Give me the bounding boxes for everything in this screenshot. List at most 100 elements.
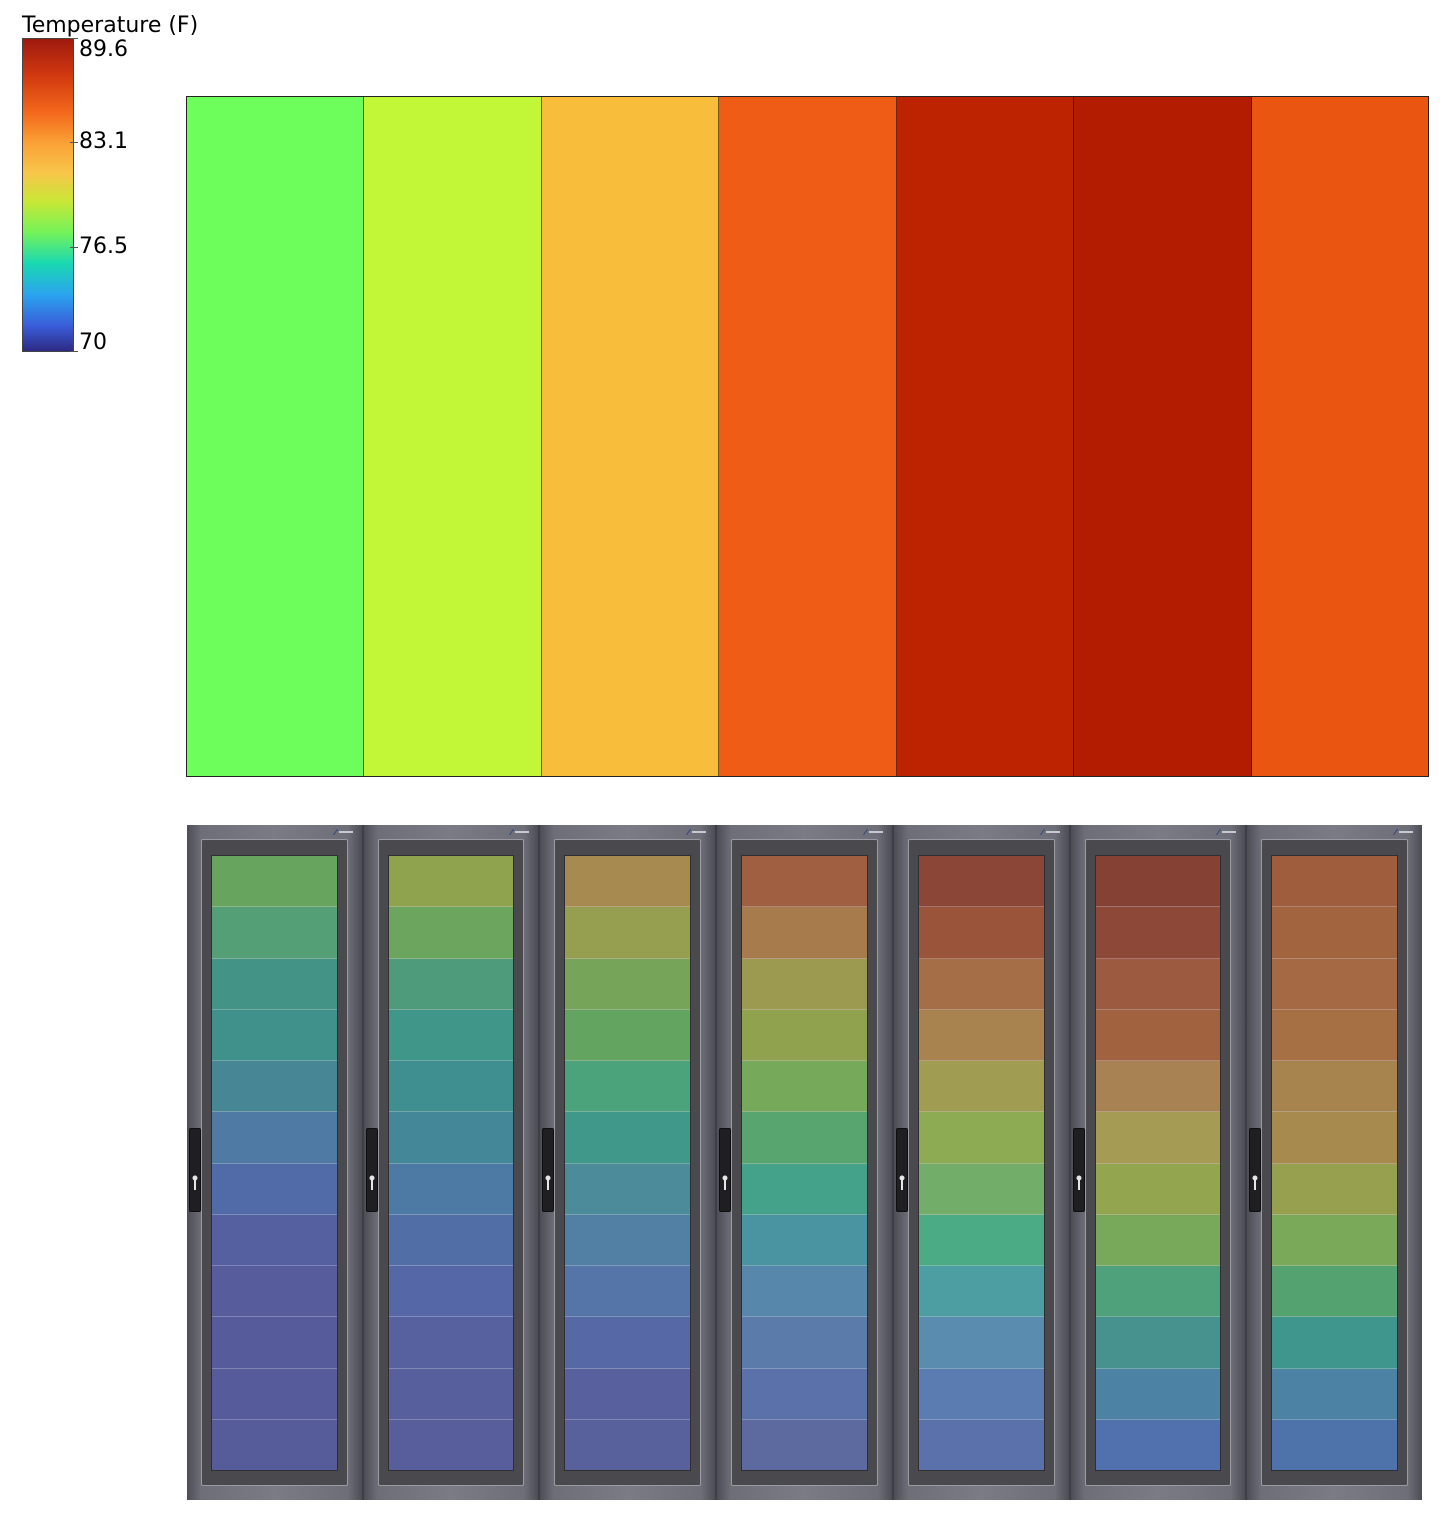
rack-slot — [1095, 1419, 1221, 1470]
keyhole-icon — [722, 1175, 728, 1190]
rack-slot — [742, 1266, 867, 1318]
rack-slot — [918, 1368, 1044, 1420]
rack-slot — [388, 1214, 514, 1266]
rack-door-frame — [731, 839, 878, 1486]
rack-slot — [1095, 1317, 1221, 1369]
rack-slot — [1095, 1368, 1221, 1420]
colorbar-tick-label: 89.6 — [79, 37, 128, 62]
rack-slot — [212, 1009, 337, 1061]
rack-door-frame — [377, 839, 525, 1486]
rack-slot — [1095, 1009, 1221, 1061]
brand-logo-icon — [862, 829, 883, 835]
rack-door-frame — [201, 839, 348, 1486]
rack-slot — [1272, 1214, 1398, 1266]
rack-slot — [212, 907, 337, 959]
door-handle — [1072, 1128, 1085, 1212]
rack-slot — [742, 1368, 867, 1420]
rack-slot — [565, 907, 691, 959]
colorbar-tick-mark — [70, 38, 78, 39]
colorbar-tick-mark — [70, 247, 78, 249]
heatmap-cell — [187, 97, 365, 776]
brand-logo-icon — [509, 829, 530, 835]
door-handle — [189, 1128, 201, 1212]
rack-slot — [212, 856, 337, 908]
colorbar-tick-label: 83.1 — [79, 128, 128, 154]
rack-slot — [212, 1368, 337, 1420]
rack-slot — [212, 1317, 337, 1369]
keyhole-icon — [545, 1175, 551, 1190]
rack-slot — [1272, 1368, 1398, 1420]
rack-slot — [212, 1061, 337, 1113]
rack-slot — [918, 1112, 1044, 1164]
rack-slot — [1272, 1112, 1398, 1164]
heatmap-cell — [719, 97, 897, 776]
keyhole-icon — [899, 1175, 905, 1190]
rack-slot — [565, 1214, 691, 1266]
rack-door-frame — [1261, 839, 1409, 1486]
heatmap-cell — [1251, 97, 1428, 776]
rack-slot — [1272, 1266, 1398, 1318]
rack-slot — [565, 958, 691, 1010]
rack-slot — [388, 1317, 514, 1369]
rack-slot — [565, 1266, 691, 1318]
brand-logo-icon — [1039, 829, 1060, 835]
brand-logo-icon — [1216, 829, 1237, 835]
keyhole-icon — [192, 1175, 198, 1190]
rack-slot — [388, 1009, 514, 1061]
door-handle — [719, 1128, 732, 1212]
colorbar-tick-label: 76.5 — [79, 234, 128, 260]
rack-slot — [565, 856, 691, 908]
colorbar-tick-label: 70 — [79, 330, 107, 355]
rack-slot — [388, 907, 514, 959]
rack-slot — [918, 907, 1044, 959]
rack-slot — [742, 907, 867, 959]
rack-slot — [1272, 1009, 1398, 1061]
rack-slot — [565, 1112, 691, 1164]
rack-slot — [742, 1009, 867, 1061]
rack-slot — [742, 1214, 867, 1266]
rack-slot — [565, 1317, 691, 1369]
rack-door — [564, 855, 692, 1471]
door-handle — [365, 1128, 378, 1212]
colorbar — [22, 38, 74, 352]
rack-slot — [1095, 1061, 1221, 1113]
heatmap-cell — [896, 97, 1075, 776]
rack-door-frame — [554, 839, 702, 1486]
rack-slot — [918, 958, 1044, 1010]
rack-door-frame — [907, 839, 1055, 1486]
rack-door — [1094, 855, 1222, 1471]
rack-slot — [565, 1163, 691, 1215]
rack-slot — [918, 1266, 1044, 1318]
rack-slot — [1095, 1214, 1221, 1266]
colorbar-tick-mark — [70, 141, 78, 143]
rack-door-frame — [1084, 839, 1232, 1486]
rack-cabinet — [540, 825, 718, 1500]
rack-slot — [1272, 856, 1398, 908]
door-handle — [895, 1128, 908, 1212]
rack-slot — [918, 856, 1044, 908]
heatmap-panel — [186, 96, 1429, 777]
rack-slot — [918, 1214, 1044, 1266]
rack-door — [211, 855, 338, 1471]
rack-slot — [1272, 1317, 1398, 1369]
rack-slot — [1095, 907, 1221, 959]
rack-slot — [565, 1368, 691, 1420]
rack-slot — [918, 1419, 1044, 1470]
rack-slot — [1095, 856, 1221, 908]
rack-cabinet — [893, 825, 1071, 1500]
rack-slot — [742, 1163, 867, 1215]
rack-cabinet — [363, 825, 541, 1500]
rack-cabinet — [717, 825, 894, 1500]
keyhole-icon — [1076, 1175, 1082, 1190]
rack-slot — [918, 1061, 1044, 1113]
rack-slot — [212, 1266, 337, 1318]
rack-slot — [1095, 958, 1221, 1010]
rack-slot — [388, 1419, 514, 1470]
rack-slot — [918, 1009, 1044, 1061]
rack-slot — [1272, 1419, 1398, 1470]
brand-logo-icon — [686, 829, 707, 835]
rack-slot — [388, 1163, 514, 1215]
rack-slot — [918, 1317, 1044, 1369]
rack-slot — [388, 856, 514, 908]
rack-slot — [388, 1368, 514, 1420]
